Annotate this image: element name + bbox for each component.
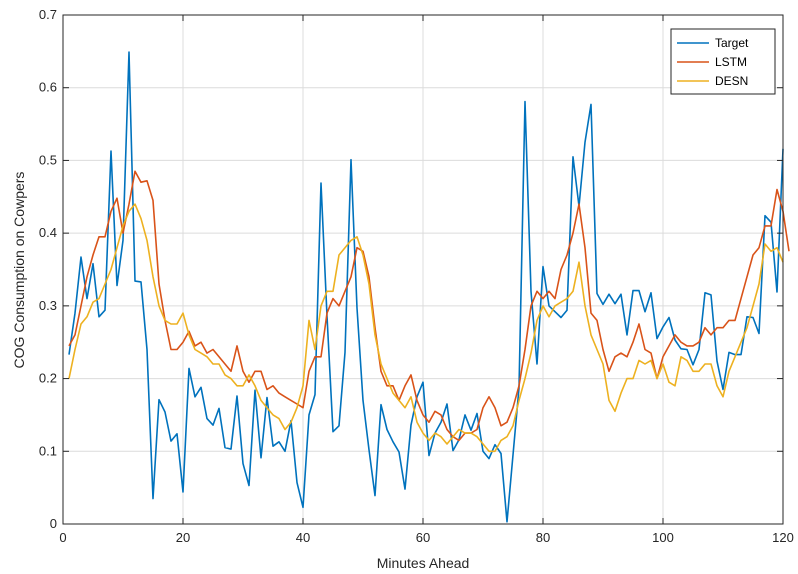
x-axis-title: Minutes Ahead [377,555,470,571]
x-tick-label: 80 [536,530,550,545]
y-tick-label: 0.1 [39,443,57,458]
x-tick-label: 120 [772,530,794,545]
legend: Target LSTM DESN [671,29,775,94]
legend-label-desn: DESN [715,74,748,88]
y-tick-label: 0 [50,516,57,531]
x-tick-label: 40 [296,530,310,545]
legend-label-lstm: LSTM [715,55,747,69]
y-axis-title: COG Consumption on Cowpers [11,172,27,369]
y-tick-label: 0.4 [39,225,57,240]
x-tick-label: 100 [652,530,674,545]
y-tick-label: 0.6 [39,80,57,95]
x-tick-label: 0 [59,530,66,545]
y-tick-label: 0.3 [39,298,57,313]
legend-label-target: Target [715,36,749,50]
x-tick-label: 20 [176,530,190,545]
x-tick-label: 60 [416,530,430,545]
y-tick-label: 0.5 [39,152,57,167]
y-tick-label: 0.7 [39,7,57,22]
y-tick-label: 0.2 [39,371,57,386]
